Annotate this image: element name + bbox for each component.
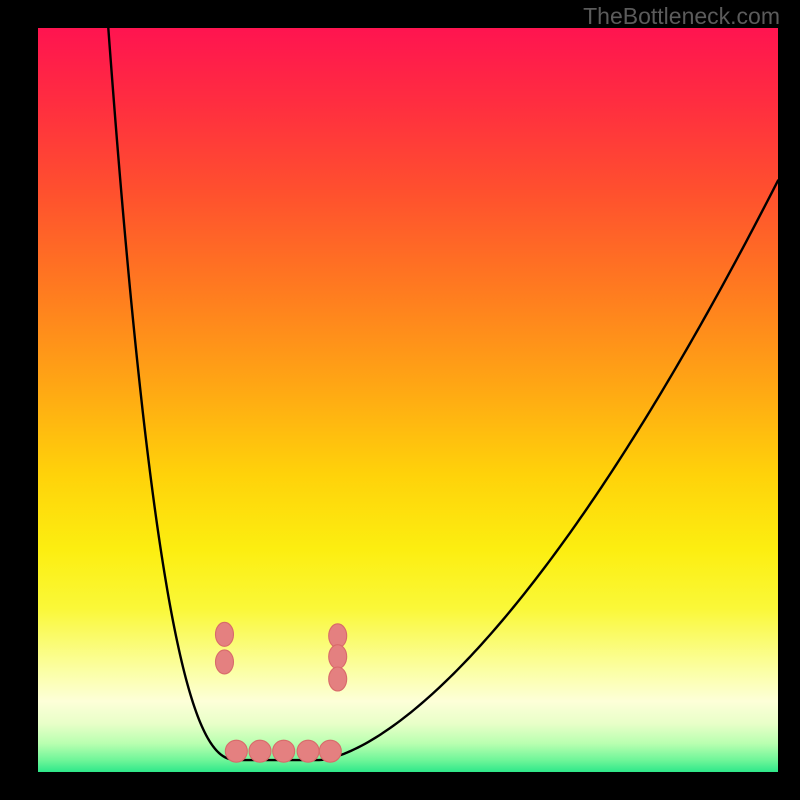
- data-marker: [249, 740, 271, 762]
- data-marker: [273, 740, 295, 762]
- marker-cluster-right: [329, 624, 347, 691]
- data-marker: [225, 740, 247, 762]
- data-marker: [215, 650, 233, 674]
- marker-row-bottom: [225, 740, 341, 762]
- data-marker: [297, 740, 319, 762]
- data-marker: [329, 645, 347, 669]
- gradient-backdrop: [38, 28, 778, 772]
- data-marker: [215, 622, 233, 646]
- data-marker: [319, 740, 341, 762]
- watermark-text: TheBottleneck.com: [583, 3, 780, 30]
- plot-area: [38, 28, 778, 772]
- data-marker: [329, 667, 347, 691]
- bottleneck-chart: [0, 0, 800, 800]
